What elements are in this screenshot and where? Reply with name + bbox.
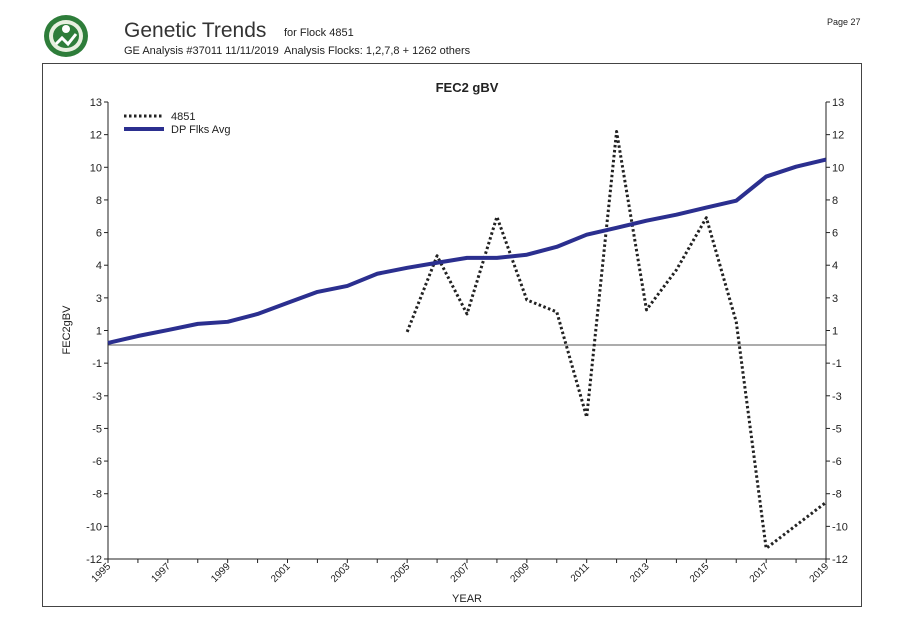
y-tick-label-left: -6 — [92, 456, 102, 468]
y-tick-label-left: 6 — [96, 228, 102, 240]
y-tick-label-right: 12 — [832, 130, 844, 142]
y-tick-label-right: 13 — [832, 97, 844, 109]
x-tick-label: 2007 — [449, 561, 473, 585]
y-tick-label-left: -5 — [92, 423, 102, 435]
y-tick-label-left: -3 — [92, 391, 102, 403]
page-number: Page 27 — [827, 17, 861, 27]
y-tick-label-left: 4 — [96, 260, 102, 272]
y-tick-label-right: 10 — [832, 162, 844, 174]
y-tick-label-left: -10 — [86, 521, 102, 533]
y-tick-label-right: -10 — [832, 521, 848, 533]
legend-label-0: 4851 — [171, 111, 195, 123]
series-line-1 — [107, 157, 827, 345]
y-tick-label-left: 13 — [90, 97, 102, 109]
y-tick-label-left: 3 — [96, 293, 102, 305]
sil-logo-icon — [44, 15, 88, 57]
y-tick-label-left: 8 — [96, 195, 102, 207]
y-tick-label-right: -1 — [832, 358, 842, 370]
y-tick-label-right: 6 — [832, 228, 838, 240]
x-tick-label: 2019 — [808, 561, 832, 585]
y-axis-label: FEC2gBV — [61, 305, 73, 355]
chart-title: FEC2 gBV — [436, 80, 499, 95]
x-tick-label: 2005 — [389, 561, 413, 585]
legend-label-1: DP Flks Avg — [171, 124, 231, 136]
y-tick-label-right: -6 — [832, 456, 842, 468]
x-tick-label: 2003 — [329, 561, 353, 585]
x-tick-label: 1997 — [149, 561, 173, 585]
x-tick-label: 2013 — [628, 561, 652, 585]
x-tick-label: 2017 — [748, 561, 772, 585]
y-tick-label-left: -1 — [92, 358, 102, 370]
report-title: Genetic Trends — [124, 19, 267, 42]
analysis-flocks: Analysis Flocks: 1,2,7,8 + 1262 others — [284, 45, 471, 57]
y-tick-label-left: -8 — [92, 489, 102, 501]
x-tick-label: 2011 — [569, 561, 592, 584]
series-line-0 — [405, 130, 827, 550]
y-tick-label-right: -3 — [832, 391, 842, 403]
y-tick-label-right: 3 — [832, 293, 838, 305]
x-tick-label: 2009 — [508, 561, 532, 585]
y-tick-label-right: 4 — [832, 260, 838, 272]
y-tick-label-right: -5 — [832, 423, 842, 435]
flock-subtitle: for Flock 4851 — [284, 27, 354, 39]
analysis-info: GE Analysis #37011 11/11/2019 — [124, 45, 279, 57]
y-tick-label-left: 1 — [96, 326, 102, 338]
y-tick-label-right: 1 — [832, 326, 838, 338]
y-tick-label-left: 12 — [90, 130, 102, 142]
x-tick-label: 2015 — [688, 561, 712, 585]
chart-frame — [42, 63, 862, 607]
y-tick-label-right: -12 — [832, 554, 848, 566]
x-axis-label: YEAR — [452, 593, 482, 605]
y-tick-label-right: -8 — [832, 489, 842, 501]
y-tick-label-left: 10 — [90, 162, 102, 174]
x-tick-label: 1999 — [209, 561, 233, 585]
x-tick-label: 2001 — [269, 561, 293, 585]
y-tick-label-right: 8 — [832, 195, 838, 207]
y-tick-label-left: -12 — [86, 554, 102, 566]
